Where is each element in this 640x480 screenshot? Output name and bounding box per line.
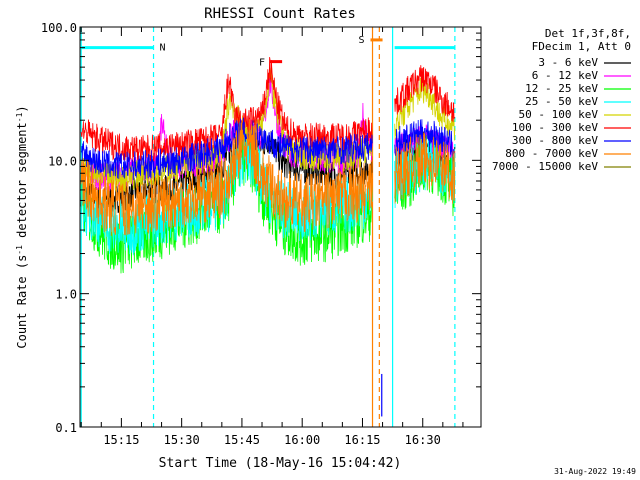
y-tick-label: 0.1 (55, 421, 77, 435)
x-tick-label: 16:00 (284, 433, 320, 447)
y-tick-label: 10.0 (48, 154, 77, 168)
series-line (80, 57, 456, 163)
x-tick-label: 15:15 (103, 433, 139, 447)
annotations-group: N F S (81, 35, 455, 69)
y-axis-label-sup2: -1 (15, 112, 24, 122)
legend-label: 3 - 6 keV (538, 56, 598, 69)
axes-group: 0.1 1.0 10.0 100.0 15:15 15:30 15:45 16:00 16:15… (41, 21, 481, 447)
night-label: N (160, 43, 166, 54)
x-axis-label: Start Time (18-May-16 15:04:42) (159, 456, 402, 471)
footer-date: 31-Aug-2022 19:49 (554, 467, 636, 476)
series-line (80, 119, 456, 236)
x-tick-label: 15:45 (224, 433, 260, 447)
plot-frame (79, 26, 482, 428)
x-tick-label: 16:30 (405, 433, 441, 447)
legend-label: 7000 - 15000 keV (492, 160, 598, 173)
legend-header: Det 1f,3f,8f, (545, 27, 631, 40)
legend-label: 12 - 25 keV (525, 82, 598, 95)
x-tick-label: 16:15 (344, 433, 380, 447)
legend-label: 25 - 50 keV (525, 95, 598, 108)
series-group (80, 57, 456, 417)
legend-label: 800 - 7000 keV (505, 147, 598, 160)
legend-label: 6 - 12 keV (532, 69, 599, 82)
legend-label: 300 - 800 keV (512, 134, 598, 147)
legend-label: 50 - 100 keV (519, 108, 599, 121)
y-tick-label: 1.0 (55, 288, 77, 302)
y-axis-label-mid: detector segment (15, 122, 29, 245)
flare-label: F (259, 58, 265, 69)
y-axis-label-main: Count Rate (s (15, 255, 29, 349)
y-tick-label: 100.0 (41, 21, 77, 35)
y-axis-label-end: ) (15, 105, 29, 112)
y-axis-label-sup1: -1 (15, 245, 24, 255)
chart-title: RHESSI Count Rates (204, 6, 356, 22)
saa-label: S (359, 35, 365, 46)
y-axis-label: Count Rate (s-1 detector segment-1) (15, 105, 29, 348)
legend-header: FDecim 1, Att 0 (532, 40, 631, 53)
legend-label: 100 - 300 keV (512, 121, 598, 134)
x-tick-label: 15:30 (164, 433, 200, 447)
